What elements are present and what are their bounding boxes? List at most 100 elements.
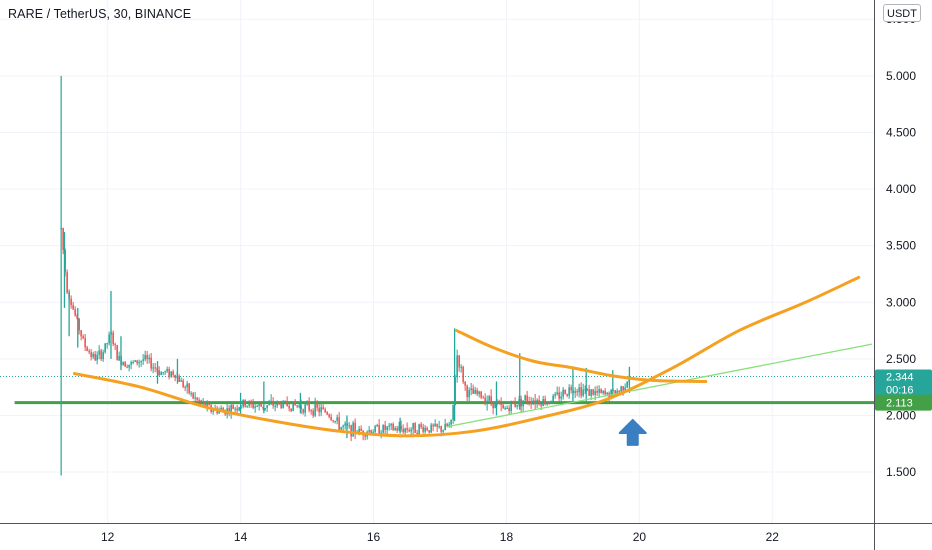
support-price-tag xyxy=(875,394,932,411)
candle-body xyxy=(220,408,222,410)
candle-body xyxy=(100,350,102,360)
candle-body xyxy=(408,429,410,432)
candle-body xyxy=(390,423,392,426)
candle-body xyxy=(448,424,450,427)
candle-body xyxy=(206,403,208,408)
current-price-tag xyxy=(875,369,932,398)
candle-body xyxy=(154,367,156,369)
candle-body xyxy=(160,372,162,376)
candle-body xyxy=(410,429,412,432)
candle-body xyxy=(442,430,444,432)
candle-body xyxy=(398,426,400,431)
candle-body xyxy=(328,414,330,417)
candle-body xyxy=(294,401,296,406)
candle-body xyxy=(464,381,466,386)
candle-body xyxy=(222,408,224,410)
candle-body xyxy=(488,396,490,401)
candle-body xyxy=(296,405,298,407)
candle-body xyxy=(460,366,462,368)
candle-body xyxy=(180,380,182,382)
candle-body xyxy=(374,426,376,432)
candle-body xyxy=(144,355,146,360)
candle-body xyxy=(330,416,332,421)
currency-button[interactable]: USDT xyxy=(883,4,921,22)
candle-body xyxy=(246,405,248,407)
price-tick-label: 3.500 xyxy=(886,239,916,253)
candle-body xyxy=(564,389,566,395)
candle-body xyxy=(436,423,438,427)
candle-body xyxy=(546,402,548,405)
candle-body xyxy=(282,401,284,408)
price-axis: 1.500 2.000 2.500 3.000 3.500 4.000 4.500 5.000… xyxy=(874,0,916,550)
time-tick-label: 12 xyxy=(101,530,115,544)
candle-body xyxy=(310,410,312,412)
candle-body xyxy=(92,353,94,357)
candle-body xyxy=(438,426,440,428)
price-tick-label: 4.500 xyxy=(886,125,916,139)
candle-body xyxy=(188,383,190,394)
candle-body xyxy=(392,423,394,430)
candle-body xyxy=(82,336,84,339)
candle-body xyxy=(440,426,442,432)
candle-body xyxy=(202,401,204,403)
candle-body xyxy=(406,428,408,430)
candle-body xyxy=(444,423,446,431)
plot-area xyxy=(0,75,874,476)
candle-body xyxy=(338,417,340,430)
candle-body xyxy=(574,391,576,394)
candle-body xyxy=(138,362,140,364)
candle-body xyxy=(540,404,542,406)
candle-body xyxy=(582,389,584,396)
candle-body xyxy=(172,371,174,375)
candle-body xyxy=(192,393,194,399)
candle-body xyxy=(80,330,82,337)
candle-body xyxy=(486,400,488,404)
candle-body xyxy=(458,355,460,368)
symbol-title[interactable]: RARE / TetherUS, 30, BINANCE xyxy=(8,7,192,21)
candle-body xyxy=(500,403,502,406)
candle-body xyxy=(112,332,114,345)
candle-body xyxy=(342,425,344,428)
candle-body xyxy=(498,403,500,405)
rounded-bottom-curve xyxy=(72,275,861,438)
candle-body xyxy=(190,393,192,395)
candle-body xyxy=(268,403,270,406)
candle-body xyxy=(94,353,96,361)
time-tick-label: 14 xyxy=(234,530,248,544)
candle-body xyxy=(598,389,600,393)
candle-body xyxy=(182,380,184,387)
candle-body xyxy=(534,400,536,405)
candle-body xyxy=(456,355,458,378)
candle-body xyxy=(368,430,370,432)
candle-body xyxy=(388,425,390,427)
candle-body xyxy=(78,318,80,331)
candle-body xyxy=(394,428,396,430)
candle-body xyxy=(502,405,504,409)
candle-body xyxy=(452,404,454,420)
candle-body xyxy=(108,334,110,344)
candle-body xyxy=(208,403,210,406)
candle-body xyxy=(384,425,386,430)
candle-body xyxy=(490,396,492,402)
candle-body xyxy=(150,357,152,369)
candle-body xyxy=(596,390,598,393)
candle-body xyxy=(134,360,136,362)
candle-body xyxy=(178,376,180,382)
candle-body xyxy=(184,386,186,388)
candle-body xyxy=(484,397,486,404)
candle-body xyxy=(252,402,254,408)
candle-body xyxy=(626,381,628,388)
candle-body xyxy=(274,405,276,407)
candle-body xyxy=(336,417,338,421)
candle-body xyxy=(556,392,558,395)
support-price-label: 2.113 xyxy=(886,398,913,410)
candle-body xyxy=(334,420,336,422)
candle-body xyxy=(238,407,240,411)
candle-body xyxy=(520,399,522,407)
candle-body xyxy=(396,428,398,431)
candle-body xyxy=(602,390,604,394)
candle-body xyxy=(86,347,88,351)
candle-body xyxy=(552,395,554,402)
